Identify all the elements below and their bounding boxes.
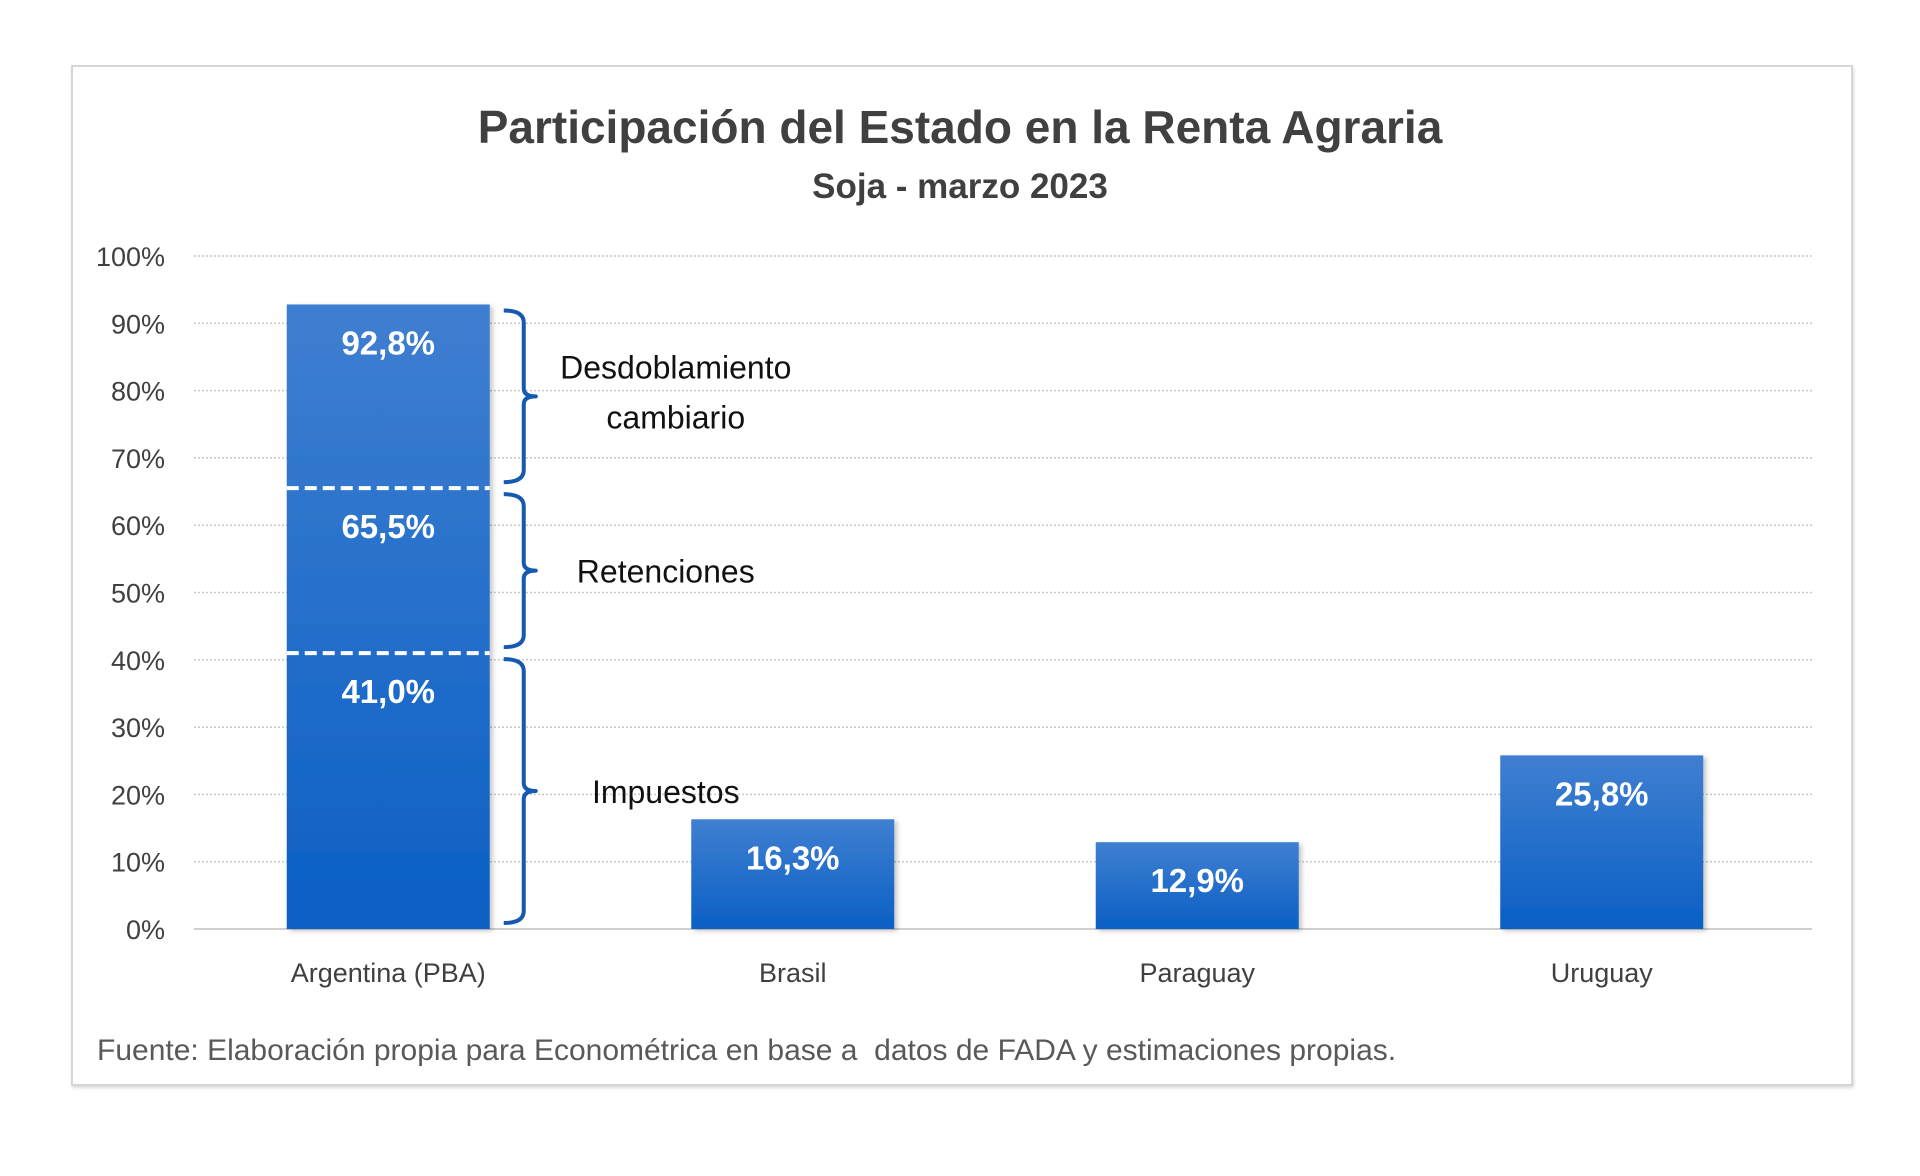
data-label: 12,9% [1150,862,1244,899]
bar [1500,755,1704,929]
chart-subtitle: Soja - marzo 2023 [812,167,1108,206]
x-tick-label: Brasil [759,958,827,988]
chart-title: Participación del Estado en la Renta Agr… [477,101,1443,153]
y-tick-label: 100% [96,242,165,272]
y-tick-label: 20% [111,780,165,810]
source-footnote: Fuente: Elaboración propia para Economét… [97,1034,1397,1067]
annotation-label: cambiario [606,399,745,435]
y-tick-label: 60% [111,511,165,541]
y-tick-label: 80% [111,377,165,407]
x-tick-label: Argentina (PBA) [291,958,486,988]
data-label: 25,8% [1555,775,1649,812]
y-tick-label: 0% [126,915,165,945]
bar [286,304,490,929]
segment-label: 65,5% [341,508,435,545]
annotation-label: Impuestos [592,774,740,810]
bar [1095,842,1299,929]
brace-bracket [503,492,538,650]
segment-label: 41,0% [341,673,435,710]
y-tick-label: 70% [111,444,165,474]
y-tick-label: 10% [111,848,165,878]
brace-bracket [503,308,538,485]
y-tick-label: 30% [111,713,165,743]
bar [691,819,895,929]
segment-label: 92,8% [341,324,435,361]
brace-bracket [503,657,538,925]
x-tick-label: Paraguay [1139,958,1255,988]
y-tick-label: 50% [111,579,165,609]
data-label: 16,3% [746,839,840,876]
y-tick-label: 90% [111,309,165,339]
annotation-label: Desdoblamiento [560,349,791,385]
annotation-label: Retenciones [577,554,755,590]
x-tick-label: Uruguay [1551,958,1654,988]
y-tick-label: 40% [111,646,165,676]
